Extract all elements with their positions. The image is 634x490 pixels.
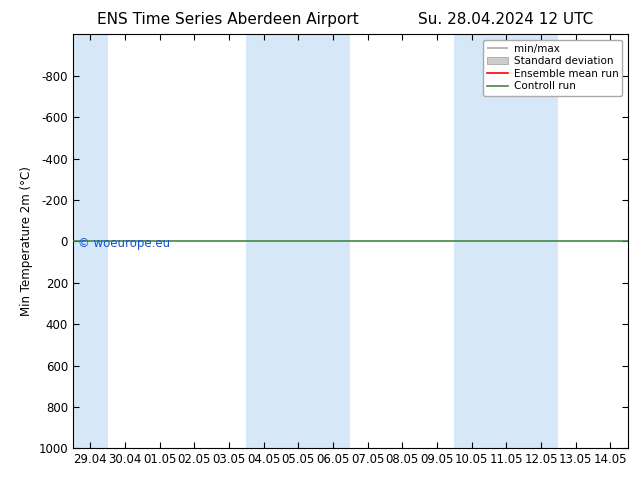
Text: ENS Time Series Aberdeen Airport: ENS Time Series Aberdeen Airport	[98, 12, 359, 27]
Legend: min/max, Standard deviation, Ensemble mean run, Controll run: min/max, Standard deviation, Ensemble me…	[483, 40, 623, 96]
Text: © woeurope.eu: © woeurope.eu	[79, 237, 171, 250]
Text: Su. 28.04.2024 12 UTC: Su. 28.04.2024 12 UTC	[418, 12, 593, 27]
Y-axis label: Min Temperature 2m (°C): Min Temperature 2m (°C)	[20, 167, 33, 316]
Bar	[73, 34, 108, 448]
Bar	[455, 34, 559, 448]
Bar	[246, 34, 350, 448]
